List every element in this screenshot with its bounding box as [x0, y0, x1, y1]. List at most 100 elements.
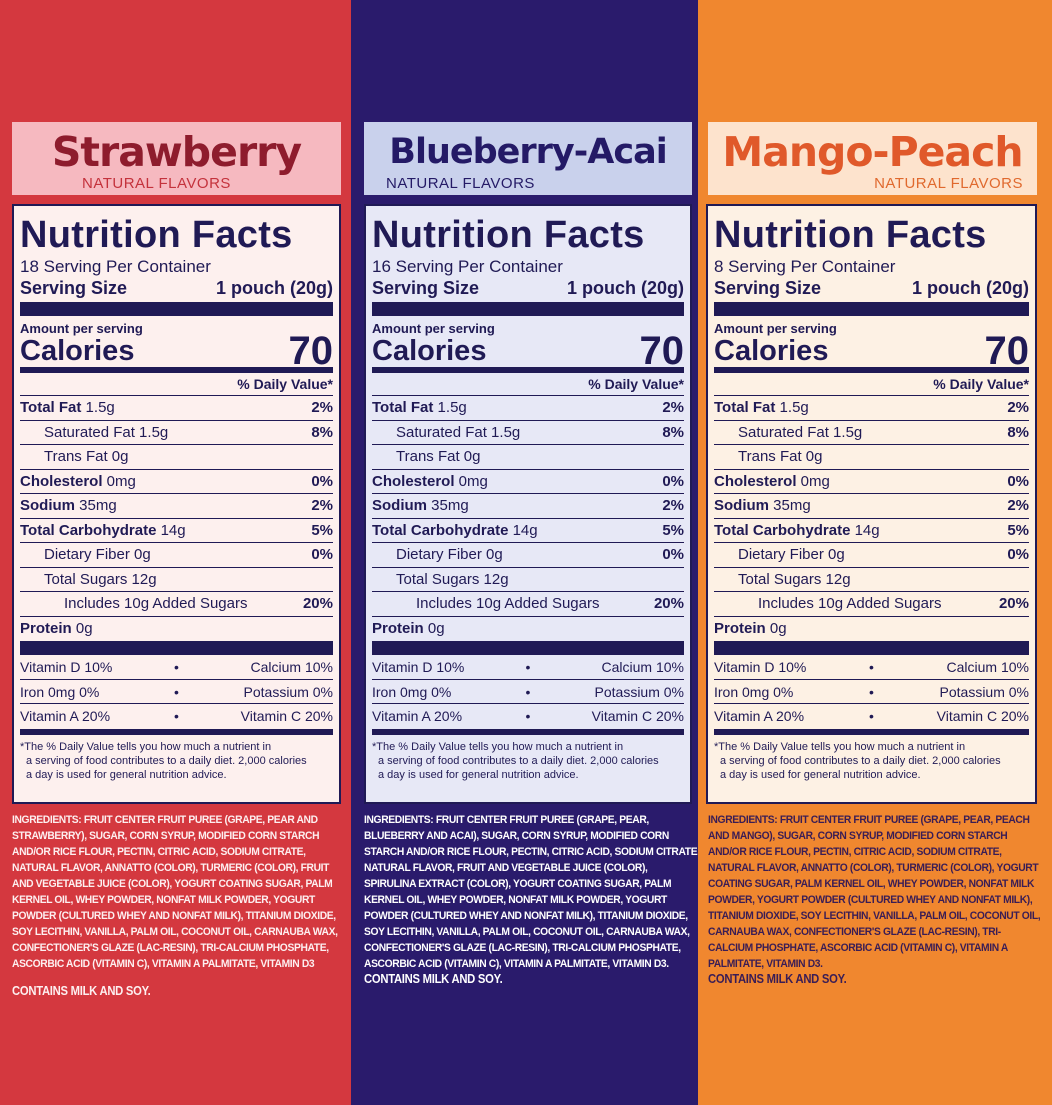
nutrient-row: Cholesterol 0mg 0% — [372, 470, 684, 494]
divider-thick — [20, 641, 333, 655]
nutrient-row: Total Carbohydrate 14g 5% — [20, 519, 333, 543]
label-title: Nutrition Facts — [372, 214, 645, 256]
vitamin-row: Vitamin A 20% • Vitamin C 20% — [20, 708, 333, 724]
calories-row: Calories 70 — [20, 329, 334, 373]
nutrient-row: Saturated Fat 1.5g 8% — [20, 421, 333, 445]
vitamin-row: Vitamin D 10% • Calcium 10% — [372, 655, 684, 680]
divider-medium — [20, 367, 333, 373]
serving-size-value: 1 pouch (20g) — [566, 278, 684, 298]
mango-peach-panel: Mango-Peach NATURAL FLAVORS Nutrition Fa… — [698, 0, 1052, 1105]
flavor-name: Mango-Peach — [722, 128, 1023, 176]
divider-medium — [20, 728, 333, 735]
flavor-subtitle: NATURAL FLAVORS — [386, 175, 535, 192]
flavor-subtitle: NATURAL FLAVORS — [82, 175, 231, 192]
serving-size-row: Serving Size 1 pouch (20g) — [372, 277, 684, 299]
divider-medium — [372, 728, 684, 735]
label-title: Nutrition Facts — [714, 214, 987, 256]
calories-row: Calories 70 — [372, 329, 685, 373]
serving-size-label: Serving Size — [714, 278, 822, 298]
servings-per-container: 18 Serving Per Container — [20, 257, 211, 276]
nutrient-row: Total Sugars 12g — [714, 568, 1029, 592]
daily-value-header: % Daily Value* — [20, 373, 333, 396]
label-title: Nutrition Facts — [20, 214, 293, 256]
amount-per-serving: Amount per serving — [20, 321, 143, 336]
nutrient-row: Includes 10g Added Sugars 20% — [714, 592, 1029, 617]
serving-size-label: Serving Size — [20, 278, 128, 298]
nutrient-row: Total Sugars 12g — [20, 568, 333, 592]
nutrient-row: Total Fat 1.5g 2% — [372, 396, 684, 421]
vitamin-row: Vitamin A 20% • Vitamin C 20% — [714, 708, 1029, 724]
nutrient-row: Total Fat 1.5g 2% — [714, 396, 1029, 421]
flavor-banner: Strawberry NATURAL FLAVORS — [12, 122, 341, 195]
vitamin-row: Vitamin A 20% • Vitamin C 20% — [372, 708, 684, 724]
vitamin-row: Iron 0mg 0% • Potassium 0% — [372, 680, 684, 704]
footnote: *The % Daily Value tells you how much a … — [372, 740, 659, 781]
nutrient-row: Total Fat 1.5g 2% — [20, 396, 333, 421]
nutrient-row: Cholesterol 0mg 0% — [20, 470, 333, 494]
allergen-statement: CONTAINS MILK AND SOY. — [12, 984, 151, 998]
nutrient-list: Total Fat 1.5g 2% Saturated Fat 1.5g 8% Tr… — [372, 396, 684, 641]
daily-value-header: % Daily Value* — [714, 373, 1029, 396]
divider-medium — [714, 367, 1029, 373]
serving-size-value: 1 pouch (20g) — [911, 278, 1029, 298]
ingredients-text: INGREDIENTS: FRUIT CENTER FRUIT PUREE (G… — [364, 814, 700, 970]
flavor-banner: Mango-Peach NATURAL FLAVORS — [708, 122, 1037, 195]
nutrient-row: Protein 0g — [714, 619, 787, 637]
flavor-subtitle: NATURAL FLAVORS — [874, 175, 1023, 192]
nutrient-row: Dietary Fiber 0g 0% — [372, 543, 684, 568]
nutrient-row: Total Carbohydrate 14g 5% — [372, 519, 684, 543]
calories-value: 70 — [288, 329, 334, 373]
calories-value: 70 — [639, 329, 685, 373]
nutrient-row: Protein 0g — [372, 619, 445, 637]
nutrition-label: Nutrition Facts 8 Serving Per Container … — [706, 204, 1037, 804]
flavor-name: Blueberry-Acai — [389, 132, 667, 172]
nutrient-row: Cholesterol 0mg 0% — [714, 470, 1029, 494]
footnote: *The % Daily Value tells you how much a … — [20, 740, 307, 781]
calories-label: Calories — [714, 335, 829, 367]
servings-per-container: 16 Serving Per Container — [372, 257, 563, 276]
nutrient-row: Sodium 35mg 2% — [20, 494, 333, 519]
nutrient-row: Saturated Fat 1.5g 8% — [372, 421, 684, 445]
nutrient-list: Total Fat 1.5g 2% Saturated Fat 1.5g 8% Tr… — [714, 396, 1029, 641]
blueberry-acai-panel: Blueberry-Acai NATURAL FLAVORS Nutrition… — [351, 0, 700, 1105]
footnote: *The % Daily Value tells you how much a … — [714, 740, 1001, 781]
strawberry-panel: Strawberry NATURAL FLAVORS Nutrition Fac… — [0, 0, 351, 1105]
nutrient-row: Sodium 35mg 2% — [714, 494, 1029, 519]
nutrient-row: Sodium 35mg 2% — [372, 494, 684, 519]
nutrient-row: Dietary Fiber 0g 0% — [714, 543, 1029, 568]
divider-thick — [714, 302, 1029, 316]
ingredients-text: INGREDIENTS: FRUIT CENTER FRUIT PUREE (G… — [12, 814, 338, 970]
divider-thick — [20, 302, 333, 316]
allergen-statement: CONTAINS MILK AND SOY. — [364, 972, 503, 986]
nutrient-row: Includes 10g Added Sugars 20% — [372, 592, 684, 617]
nutrient-row: Total Carbohydrate 14g 5% — [714, 519, 1029, 543]
nutrition-label: Nutrition Facts 18 Serving Per Container… — [12, 204, 341, 804]
nutrient-row: Total Sugars 12g — [372, 568, 684, 592]
divider-thick — [372, 302, 684, 316]
servings-per-container: 8 Serving Per Container — [714, 257, 896, 276]
nutrition-label: Nutrition Facts 16 Serving Per Container… — [364, 204, 692, 804]
ingredients-text: INGREDIENTS: FRUIT CENTER FRUIT PUREE (G… — [708, 814, 1041, 970]
calories-row: Calories 70 — [714, 329, 1030, 373]
daily-value-header: % Daily Value* — [372, 373, 684, 396]
allergen-statement: CONTAINS MILK AND SOY. — [708, 972, 847, 986]
calories-value: 70 — [984, 329, 1030, 373]
nutrient-row: Trans Fat 0g — [714, 445, 1029, 470]
nutrient-row: Includes 10g Added Sugars 20% — [20, 592, 333, 617]
divider-medium — [714, 728, 1029, 735]
flavor-name: Strawberry — [51, 128, 302, 176]
serving-size-row: Serving Size 1 pouch (20g) — [714, 277, 1029, 299]
nutrient-row: Trans Fat 0g — [372, 445, 684, 470]
flavor-banner: Blueberry-Acai NATURAL FLAVORS — [364, 122, 692, 195]
calories-label: Calories — [20, 335, 135, 367]
serving-size-value: 1 pouch (20g) — [215, 278, 333, 298]
nutrient-row: Trans Fat 0g — [20, 445, 333, 470]
divider-medium — [372, 367, 684, 373]
amount-per-serving: Amount per serving — [372, 321, 495, 336]
calories-label: Calories — [372, 335, 487, 367]
nutrient-row: Dietary Fiber 0g 0% — [20, 543, 333, 568]
divider-thick — [714, 641, 1029, 655]
vitamin-row: Vitamin D 10% • Calcium 10% — [20, 655, 333, 680]
nutrient-list: Total Fat 1.5g 2% Saturated Fat 1.5g 8% Tr… — [20, 396, 333, 641]
